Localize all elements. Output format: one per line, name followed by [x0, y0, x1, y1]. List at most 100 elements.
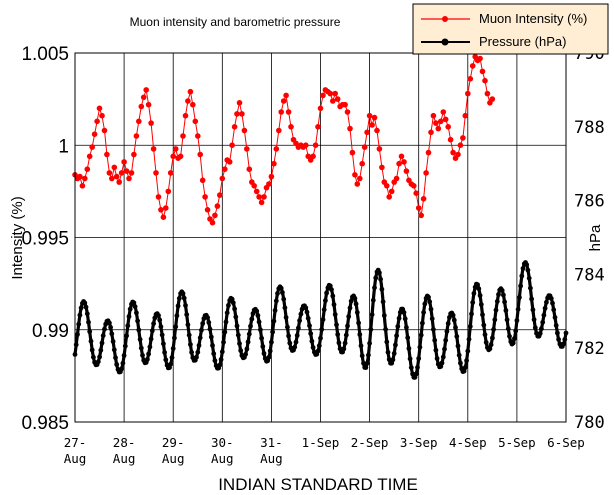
pressure-point — [254, 308, 260, 314]
pressure-point — [172, 335, 177, 341]
muon-intensity-point — [401, 159, 407, 165]
muon-intensity-point — [278, 109, 285, 115]
pressure-point — [514, 318, 520, 323]
muon-intensity-point — [109, 175, 115, 182]
muon-intensity-point — [364, 129, 370, 136]
pressure-point — [461, 368, 467, 374]
pressure-point — [361, 360, 366, 366]
muon-intensity-point — [435, 125, 442, 132]
pressure-point — [224, 310, 230, 316]
pressure-point — [553, 323, 559, 328]
pressure-point — [402, 316, 408, 322]
pressure-point — [478, 302, 484, 307]
x-tick-label: 28-Aug — [113, 435, 136, 466]
pressure-point — [429, 316, 435, 322]
pressure-point — [470, 300, 476, 305]
muon-intensity-point — [121, 159, 127, 165]
pressure-point — [464, 358, 469, 363]
x-tick-label: 5-Sep — [498, 435, 536, 450]
y-axis-label-left: Intensity (%) — [9, 196, 26, 279]
muon-intensity-point — [303, 142, 309, 148]
pressure-point — [345, 323, 350, 329]
pressure-point — [505, 326, 511, 332]
pressure-point — [305, 315, 311, 321]
pressure-point — [283, 315, 289, 320]
pressure-point — [189, 349, 195, 355]
pressure-point — [208, 334, 214, 340]
y-tick-label-right: 784 — [574, 265, 605, 285]
pressure-point — [561, 341, 566, 347]
pressure-point — [373, 275, 379, 281]
pressure-point — [407, 356, 413, 362]
pressure-point — [444, 329, 450, 334]
pressure-point — [310, 345, 316, 350]
pressure-point — [278, 285, 284, 291]
pressure-point — [125, 323, 131, 329]
pressure-point — [151, 321, 157, 326]
muon-intensity-point — [330, 98, 336, 104]
y-tick-label-right: 782 — [574, 339, 605, 359]
y-tick-label-left: 0.99 — [32, 321, 69, 342]
pressure-point — [453, 325, 458, 330]
muon-intensity-point — [199, 177, 206, 184]
pressure-point — [372, 285, 377, 291]
pressure-point — [493, 307, 499, 313]
pressure-point — [157, 317, 163, 323]
pressure-point — [233, 314, 239, 320]
pressure-point — [89, 347, 95, 353]
pressure-point — [87, 329, 93, 334]
pressure-point — [180, 291, 186, 296]
pressure-point — [270, 329, 275, 335]
pressure-point — [330, 293, 336, 299]
pressure-point — [102, 326, 107, 332]
pressure-point — [259, 335, 264, 341]
muon-intensity-point — [99, 112, 105, 119]
muon-intensity-point — [190, 101, 196, 108]
muon-intensity-point — [153, 170, 159, 176]
pressure-point — [469, 311, 474, 317]
pressure-point — [222, 329, 228, 335]
pressure-point — [174, 313, 180, 319]
pressure-point — [140, 352, 145, 358]
pressure-point — [217, 362, 223, 368]
pressure-point — [294, 333, 300, 338]
pressure-point — [318, 335, 323, 341]
pressure-point — [531, 317, 537, 322]
muon-intensity-point — [118, 170, 125, 176]
pressure-point — [234, 323, 240, 329]
pressure-point — [417, 344, 423, 350]
pressure-point — [530, 307, 536, 313]
pressure-point — [88, 338, 94, 344]
muon-intensity-point — [222, 166, 228, 172]
pressure-point — [113, 355, 118, 361]
pressure-point — [303, 305, 309, 311]
muon-intensity-point — [185, 98, 191, 104]
pressure-point — [97, 354, 102, 360]
pressure-point — [555, 330, 560, 336]
muon-intensity-point — [418, 212, 425, 219]
pressure-point — [390, 357, 396, 363]
muon-intensity-point — [158, 207, 164, 213]
pressure-point — [336, 340, 342, 346]
pressure-point — [454, 334, 460, 339]
muon-intensity-point — [393, 175, 400, 182]
pressure-point — [273, 298, 279, 304]
pressure-point — [492, 317, 498, 323]
pressure-point — [176, 296, 182, 301]
legend-marker-pressure — [441, 38, 449, 46]
y-tick-label-left: 1 — [58, 136, 69, 157]
left-axis-ticks: 0.985 0.99 0.995 1 1.005 — [21, 44, 69, 434]
y-tick-label-left: 0.985 — [21, 413, 69, 434]
muon-intensity-point — [280, 98, 287, 104]
pressure-point — [195, 349, 201, 355]
pressure-point — [132, 304, 138, 309]
muon-intensity-point — [192, 118, 199, 125]
muon-intensity-point — [369, 122, 375, 128]
muon-intensity-point — [241, 127, 248, 134]
pressure-point — [488, 342, 494, 348]
muon-intensity-point — [484, 90, 491, 97]
muon-intensity-point — [420, 196, 427, 202]
muon-intensity-point — [214, 203, 221, 209]
muon-intensity-point — [327, 90, 334, 97]
